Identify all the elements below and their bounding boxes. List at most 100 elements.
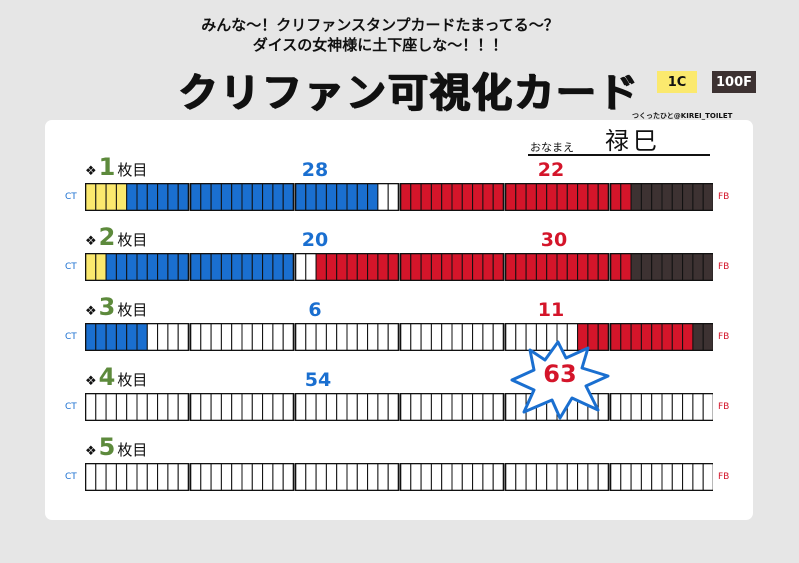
empty-stamp-cell [346,393,358,421]
empty-stamp-cell [336,393,348,421]
empty-stamp-cell [272,463,284,491]
empty-stamp-cell [262,463,274,491]
stamp-group-border [85,463,190,491]
fb-stamp-cell [702,323,713,351]
empty-stamp-cell [377,393,389,421]
owner-name-underline [528,154,710,156]
empty-stamp-cell [420,463,432,491]
success-stamp-cell [231,253,243,281]
empty-stamp-cell [430,393,443,421]
success-stamp-cell [177,183,189,211]
empty-stamp-cell [651,463,663,491]
fail-stamp-cell [461,183,474,211]
ct-stamp-cell [115,183,128,211]
fail-stamp-cell [671,323,684,351]
fail-stamp-cell [420,183,432,211]
empty-stamp-cell [597,463,610,491]
ct-label: CT [65,332,77,342]
success-stamp-cell [356,183,369,211]
empty-stamp-cell [400,463,412,491]
empty-stamp-cell [367,463,379,491]
fail-stamp-cell [400,183,412,211]
fail-stamp-cell [577,253,589,281]
stamp-group-border [294,323,400,351]
owner-name-label: おなまえ [530,141,574,154]
empty-stamp-cell [177,323,189,351]
ct-stamp-cell [95,183,107,211]
fail-count: 30 [540,229,568,251]
fail-stamp-cell [661,323,673,351]
empty-stamp-cell [482,393,494,421]
success-stamp-cell [126,323,138,351]
empty-stamp-cell [295,253,307,281]
empty-stamp-cell [525,463,537,491]
empty-stamp-cell [577,463,589,491]
stamp-group-border [85,323,190,351]
empty-stamp-cell [190,323,202,351]
fail-stamp-cell [525,183,537,211]
ct-stamp-cell [105,183,117,211]
stamp-group-border [399,183,505,211]
empty-stamp-cell [387,183,400,211]
fail-stamp-cell [620,253,632,281]
empty-stamp-cell [441,323,453,351]
stamp-group-border [609,323,713,351]
empty-stamp-cell [105,393,117,421]
empty-stamp-cell [210,393,222,421]
row-label: ❖ 3 枚目 [85,295,147,320]
diamond-icon: ❖ [85,304,97,319]
empty-stamp-cell [336,463,348,491]
empty-stamp-cell [136,393,148,421]
empty-stamp-cell [492,393,505,421]
fail-stamp-cell [610,183,622,211]
fail-stamp-cell [651,323,663,351]
success-stamp-cell [295,183,307,211]
fail-stamp-cell [346,253,358,281]
success-stamp-cell [325,183,338,211]
fb-label: FB [718,402,730,412]
empty-stamp-cell [461,463,474,491]
empty-stamp-cell [441,393,453,421]
row-number: 4 [98,363,116,391]
row-number: 3 [98,293,116,321]
success-count: 28 [301,159,329,181]
fail-stamp-cell [482,253,494,281]
row-number: 1 [98,153,116,181]
fb-stamp-cell [640,183,653,211]
fail-stamp-cell [482,183,494,211]
empty-stamp-cell [85,393,97,421]
empty-stamp-cell [325,463,338,491]
fail-stamp-cell [387,253,400,281]
empty-stamp-cell [451,463,463,491]
stamp-group-border [189,253,295,281]
ct-stamp-cell [85,253,97,281]
success-stamp-cell [105,253,117,281]
success-stamp-cell [190,183,202,211]
fb-stamp-cell [640,253,653,281]
empty-stamp-cell [451,323,463,351]
empty-stamp-cell [157,393,169,421]
fail-stamp-cell [461,253,474,281]
empty-stamp-cell [177,393,189,421]
stamp-group-border [609,393,713,421]
success-stamp-cell [177,253,189,281]
fail-stamp-cell [451,253,463,281]
empty-stamp-cell [682,393,694,421]
empty-stamp-cell [346,323,358,351]
empty-stamp-cell [190,393,202,421]
empty-stamp-cell [410,323,422,351]
empty-stamp-cell [461,393,474,421]
empty-stamp-cell [210,323,222,351]
fail-stamp-cell [515,183,527,211]
stamp-bar [85,183,713,211]
stamp-card [45,120,753,520]
ct-label: CT [65,192,77,202]
success-stamp-cell [126,183,138,211]
fb-stamp-cell [651,253,663,281]
fail-stamp-cell [441,253,453,281]
success-count: 54 [304,369,332,391]
empty-stamp-cell [620,393,632,421]
owner-name-value: 禄巳 [605,127,661,155]
row-label: ❖ 2 枚目 [85,225,147,250]
empty-stamp-cell [136,463,148,491]
